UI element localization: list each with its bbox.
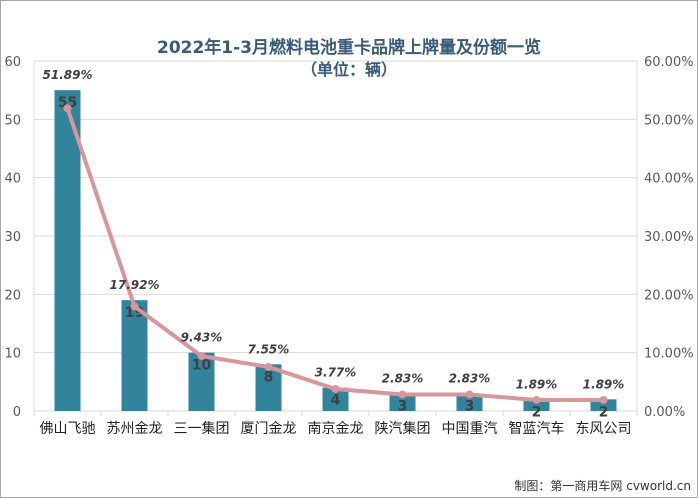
percent-label: 2.83%: [449, 372, 491, 386]
left-tick-label: 30: [4, 230, 21, 245]
percent-label: 51.89%: [43, 68, 93, 82]
category-label: 东风公司: [576, 421, 632, 437]
left-tick-label: 40: [4, 172, 21, 187]
left-tick-label: 0: [13, 405, 21, 420]
percent-label: 7.55%: [248, 342, 290, 356]
bar: [322, 387, 349, 411]
right-axis: 0.00% 10.00% 20.00% 30.00% 40.00% 50.00% 60.00…: [644, 55, 694, 420]
value-label: 2: [532, 404, 542, 420]
category-axis: 佛山飞驰 苏州金龙 三一集团 厦门金龙 南京金龙 陕汽集团 中国重汽 智蓝汽车 东风公司: [40, 420, 632, 437]
value-label: 8: [264, 369, 274, 385]
share-marker: [532, 395, 541, 404]
source-note: 制图：第一商用车网 cvworld.cn: [514, 478, 691, 493]
share-marker: [331, 385, 340, 394]
share-line: [65, 106, 606, 402]
category-label: 厦门金龙: [241, 421, 297, 437]
left-tick-label: 50: [4, 113, 21, 128]
value-label: 4: [331, 393, 341, 409]
bar: [590, 399, 617, 411]
chart-title: 2022年1-3月燃料电池重卡品牌上牌量及份额一览: [157, 37, 541, 58]
percent-label: 1.89%: [583, 377, 625, 391]
bar: [54, 90, 81, 412]
bar: [523, 399, 550, 411]
right-tick-label: 10.00%: [644, 347, 694, 362]
bar: [121, 300, 148, 411]
share-marker: [130, 302, 139, 311]
category-label: 南京金龙: [308, 421, 364, 437]
share-marker: [63, 104, 72, 113]
category-label: 陕汽集团: [375, 420, 431, 437]
share-marker: [465, 390, 474, 399]
share-marker: [398, 390, 407, 399]
category-label: 苏州金龙: [107, 421, 163, 437]
right-tick-label: 60.00%: [644, 55, 694, 70]
category-label: 佛山飞驰: [40, 421, 96, 437]
value-label: 3: [398, 399, 408, 415]
value-label: 3: [465, 399, 475, 415]
right-tick-label: 0.00%: [644, 405, 685, 420]
share-marker: [264, 362, 273, 371]
left-tick-label: 10: [4, 347, 21, 362]
percent-label: 1.89%: [516, 377, 558, 391]
left-tick-label: 60: [4, 55, 21, 70]
right-tick-label: 50.00%: [644, 113, 694, 128]
right-tick-label: 30.00%: [644, 230, 694, 245]
value-label: 10: [192, 358, 212, 374]
share-series: 51.89% 17.92% 9.43% 7.55% 3.77% 2.83% 2.83% 1.8…: [43, 68, 625, 404]
percent-label: 2.83%: [382, 372, 424, 386]
category-label: 智蓝汽车: [509, 420, 565, 437]
right-tick-label: 20.00%: [644, 288, 694, 303]
category-label: 三一集团: [174, 420, 230, 437]
bar: [188, 352, 215, 411]
category-label: 中国重汽: [442, 421, 498, 437]
bar: [456, 393, 483, 411]
bar: [389, 393, 416, 411]
percent-label: 9.43%: [181, 331, 223, 345]
bar: [255, 364, 282, 411]
percent-label: 3.77%: [315, 366, 357, 380]
left-tick-label: 20: [4, 288, 21, 303]
value-label: 55: [58, 95, 77, 111]
value-label: 2: [599, 404, 609, 420]
share-marker: [599, 395, 608, 404]
share-marker: [197, 351, 206, 360]
chart-subtitle: （单位：辆）: [301, 60, 397, 79]
percent-label: 17.92%: [110, 278, 160, 292]
left-axis: 0 10 20 30 40 50 60: [4, 55, 21, 420]
right-tick-label: 40.00%: [644, 172, 694, 187]
